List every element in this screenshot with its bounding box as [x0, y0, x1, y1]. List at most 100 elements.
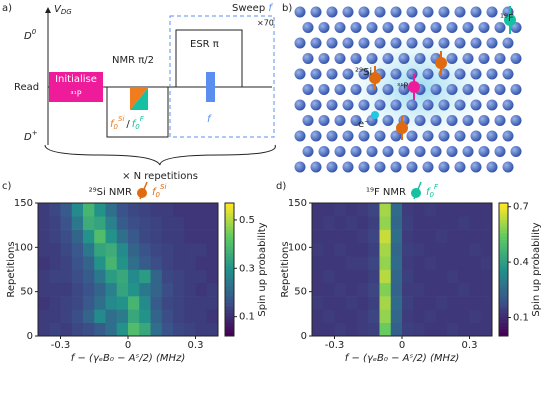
heatmap-cell: [458, 269, 470, 284]
heatmap-cell: [150, 203, 163, 217]
heatmap-cell: [345, 216, 358, 230]
heatmap-cell: [447, 203, 459, 217]
heatmap-cell: [323, 282, 335, 297]
heatmap-cell: [184, 256, 196, 270]
y-tick-label: 0: [301, 331, 307, 342]
heatmap-cell: [38, 216, 50, 230]
lattice-atom: [422, 6, 434, 18]
heatmap-cell: [173, 309, 185, 323]
heatmap-cell: [480, 282, 493, 297]
heatmap-cell: [447, 216, 459, 230]
heatmap-cell: [323, 309, 335, 323]
colorbar-segment: [499, 239, 508, 244]
lattice-atom: [470, 6, 482, 18]
colorbar-segment: [499, 262, 508, 267]
lattice-atom: [326, 37, 338, 49]
heatmap-cell: [435, 242, 448, 257]
y-axis-label: Repetitions: [280, 241, 291, 297]
heatmap-cell: [458, 203, 470, 217]
init-text: Initialise: [55, 74, 97, 85]
colorbar-segment: [225, 269, 234, 274]
heatmap-cell: [161, 282, 174, 297]
lattice-atom: [470, 99, 482, 111]
heatmap-cell: [184, 242, 196, 257]
lattice-atom: [374, 99, 386, 111]
colorbar-tick-label: 0.4: [513, 257, 529, 268]
nmr-freq: f0Si / f0F: [110, 115, 145, 131]
heatmap-cell: [173, 322, 185, 337]
colorbar-label: Spin up probability: [531, 222, 542, 316]
lattice-atom: [302, 115, 314, 126]
marker-f: f: [426, 187, 431, 198]
heatmap-cell: [390, 269, 403, 284]
lattice-atom: [510, 53, 522, 64]
lattice-atom: [462, 22, 474, 33]
heatmap-cell: [38, 322, 50, 337]
heatmap-cell: [413, 203, 425, 217]
heatmap-cell: [424, 203, 437, 217]
colorbar-segment: [499, 269, 508, 274]
lattice-atom: [302, 84, 314, 95]
chart-title: ²⁹Si NMR: [89, 187, 132, 198]
heatmap-cell: [195, 229, 208, 244]
heatmap-cell: [116, 296, 129, 310]
heatmap-cell: [402, 242, 414, 257]
colorbar-segment: [225, 266, 234, 270]
heatmap-cell: [71, 229, 84, 244]
colorbar-segment: [499, 286, 508, 290]
heatmap-cell: [49, 322, 61, 337]
heatmap-cell: [128, 229, 140, 244]
lattice-atom: [502, 37, 514, 49]
heatmap-cell: [139, 229, 151, 244]
heatmap-cell: [357, 309, 369, 323]
heatmap-cell: [116, 282, 129, 297]
heatmap-cell: [368, 242, 380, 257]
heatmap-cell: [83, 322, 95, 337]
heatmap-cell: [323, 322, 335, 337]
heatmap-cell: [94, 309, 106, 323]
lattice-atom: [294, 99, 306, 111]
colorbar-label: Spin up probability: [257, 222, 268, 316]
heatmap-cell: [469, 309, 482, 323]
heatmap-cell: [390, 216, 403, 230]
heatmap-cell: [116, 242, 129, 257]
colorbar-segment: [225, 232, 234, 237]
lattice-atom: [470, 68, 482, 80]
heatmap-cell: [345, 296, 358, 310]
lattice-atom: [430, 146, 442, 157]
lattice-atom: [294, 68, 306, 80]
lattice-atom: [350, 22, 362, 33]
heatmap-cell: [206, 203, 219, 217]
colorbar-segment: [225, 289, 234, 294]
heatmap-cell: [139, 203, 151, 217]
heatmap-cell: [368, 282, 380, 297]
lattice-atom: [326, 99, 338, 111]
y-axis-label: Repetitions: [6, 241, 17, 297]
lattice-atom: [510, 84, 522, 95]
heatmap-cell: [184, 216, 196, 230]
heatmap-cell: [128, 203, 140, 217]
lattice-atom: [470, 161, 482, 173]
heatmap-cell: [424, 256, 437, 270]
colorbar-segment: [225, 329, 234, 334]
colorbar-segment: [225, 249, 234, 254]
heatmap-cell: [368, 229, 380, 244]
heatmap-cell: [116, 229, 129, 244]
heatmap-cell: [402, 229, 414, 244]
lattice-atom: [294, 161, 306, 173]
nmr-pulse: [106, 87, 169, 138]
lattice-atom: [318, 53, 330, 64]
heatmap-cell: [345, 322, 358, 337]
lattice-atom: [334, 146, 346, 157]
colorbar-segment: [499, 236, 508, 240]
heatmap-cell: [94, 269, 106, 284]
colorbar-segment: [225, 306, 234, 310]
esr-label: ESR π: [190, 39, 219, 50]
colorbar-segment: [225, 316, 234, 320]
colorbar-segment: [499, 302, 508, 307]
lattice-atom: [454, 161, 466, 173]
heatmap-cell: [150, 296, 163, 310]
y-tick-label: 100: [14, 242, 33, 253]
nucleus-label: ²⁹Si: [355, 67, 372, 78]
heatmap-cell: [38, 242, 50, 257]
